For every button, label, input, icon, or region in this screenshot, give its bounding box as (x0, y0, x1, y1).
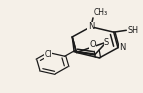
Text: N: N (88, 22, 94, 31)
Text: N: N (119, 43, 126, 52)
Text: S: S (104, 38, 109, 47)
Text: Cl: Cl (45, 50, 52, 59)
Text: CH₃: CH₃ (94, 8, 108, 17)
Text: SH: SH (127, 26, 138, 35)
Text: O: O (90, 40, 96, 49)
